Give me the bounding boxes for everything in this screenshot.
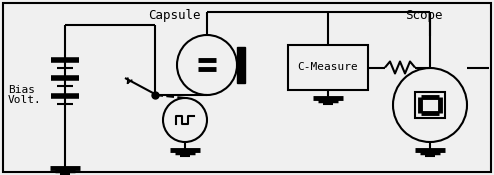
- Text: Bias: Bias: [8, 85, 35, 95]
- Bar: [288, 45, 368, 90]
- Text: C-Measure: C-Measure: [297, 62, 358, 72]
- Bar: [237, 47, 245, 83]
- Text: Volt.: Volt.: [8, 95, 42, 105]
- Text: Capsule: Capsule: [148, 9, 201, 22]
- Text: Scope: Scope: [405, 9, 443, 22]
- Bar: [415, 92, 445, 118]
